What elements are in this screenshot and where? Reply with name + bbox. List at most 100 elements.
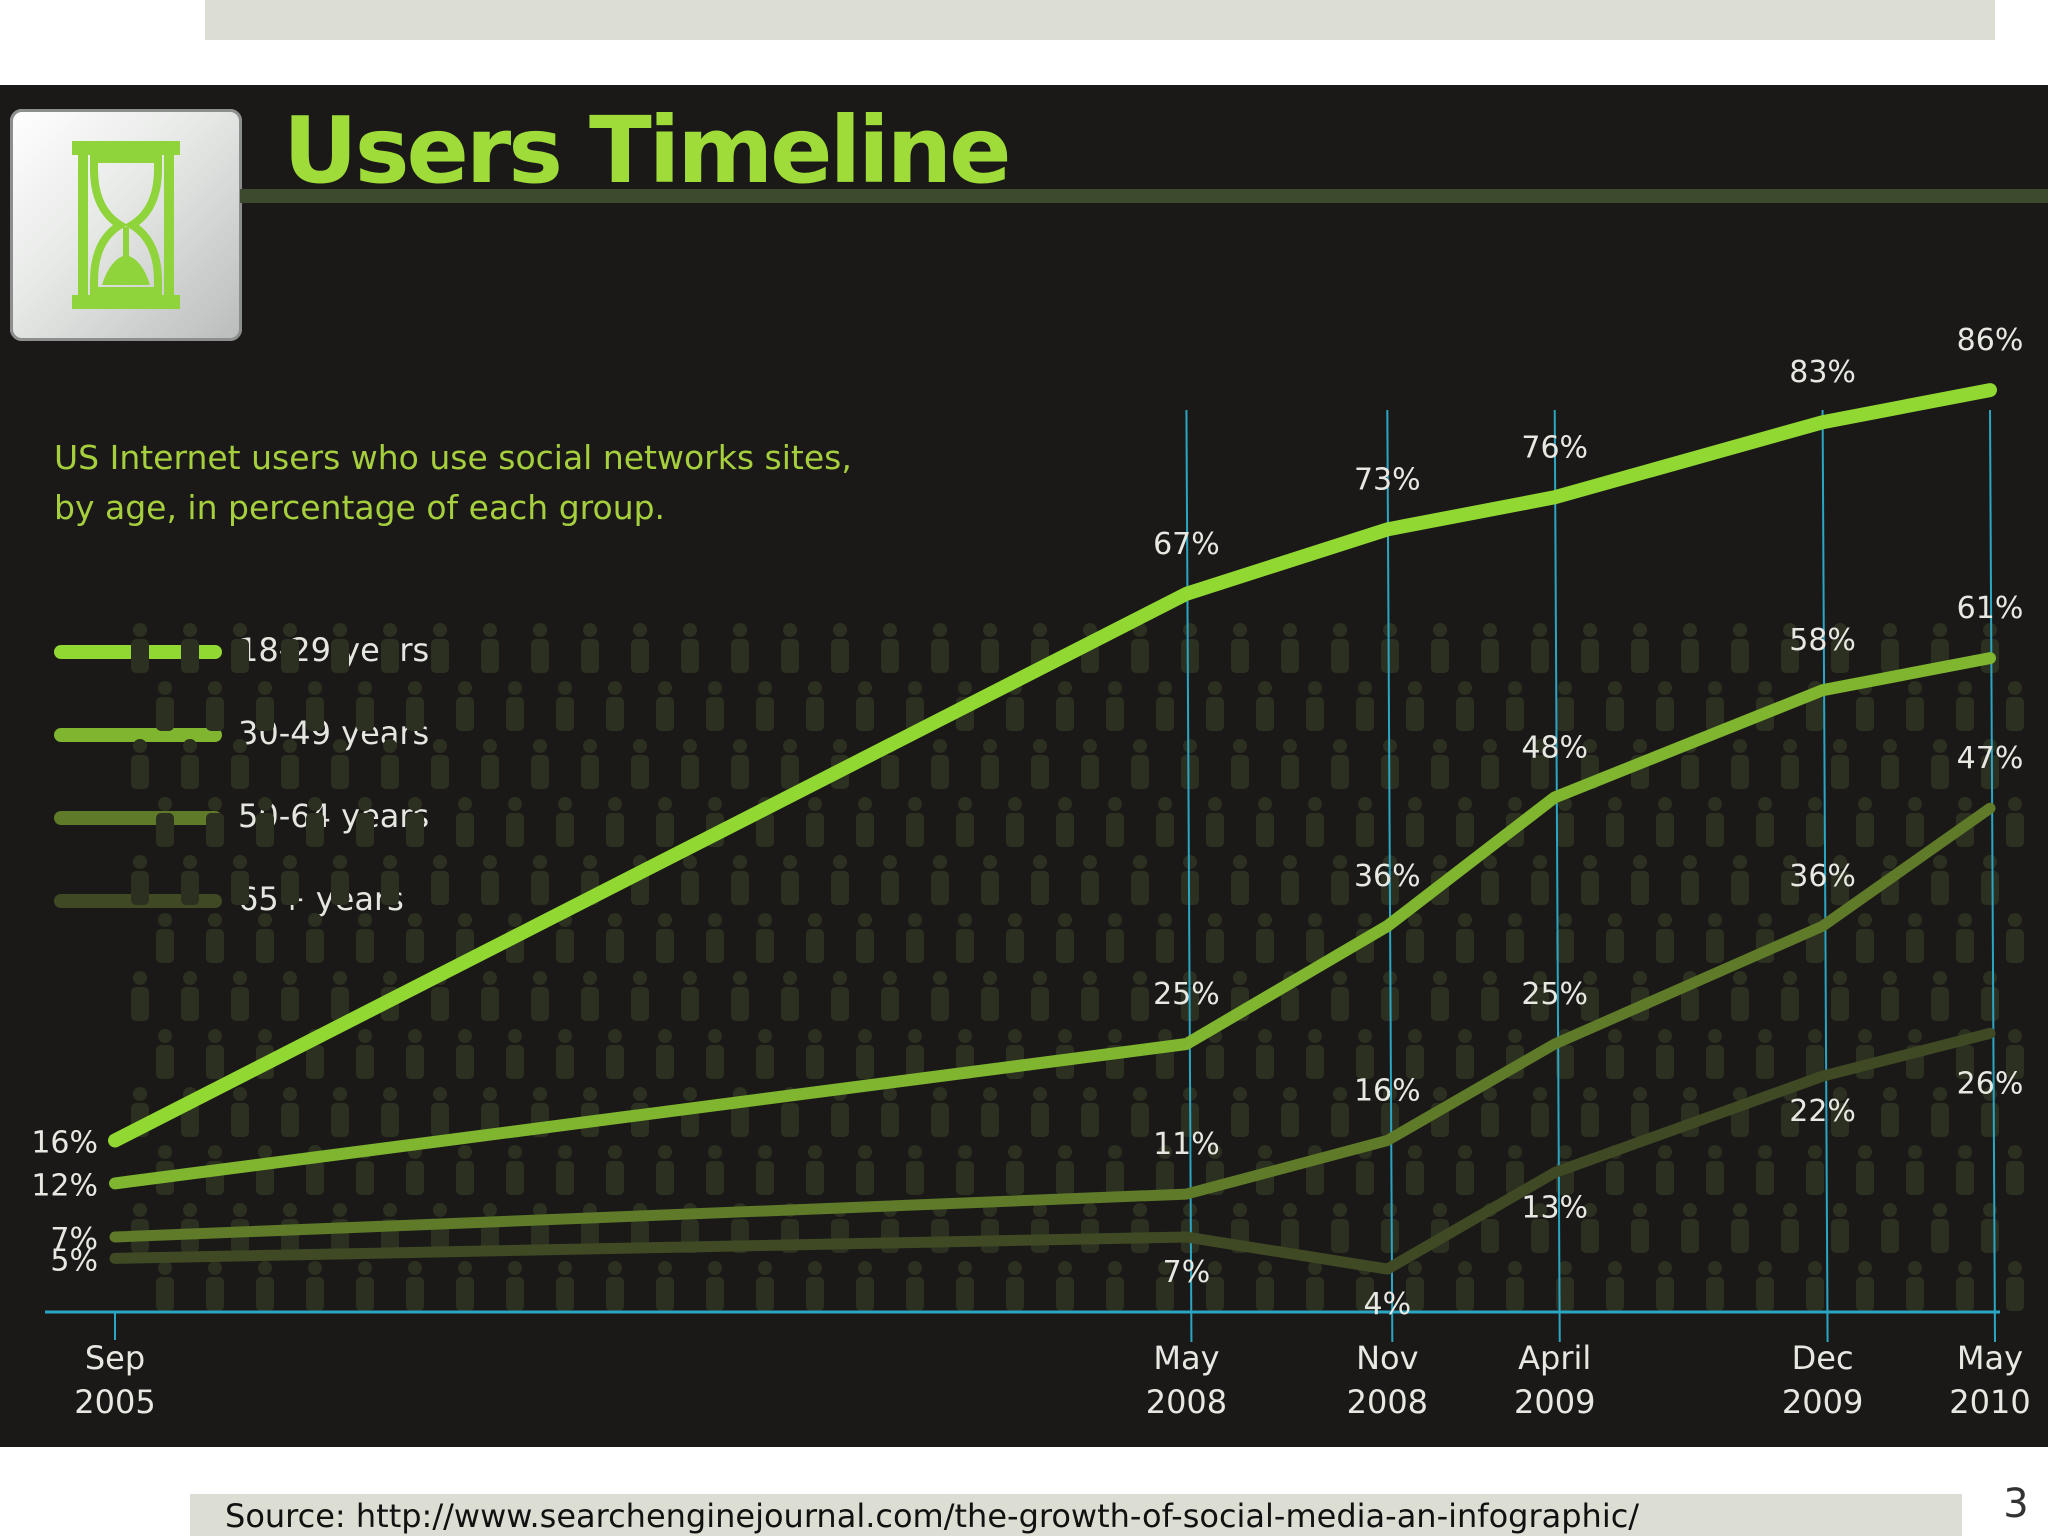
person-silhouette [1406, 1145, 1424, 1195]
person-silhouette [1706, 1029, 1724, 1079]
person-silhouette [1581, 1087, 1599, 1137]
person-silhouette [606, 797, 624, 847]
person-silhouette [1831, 855, 1849, 905]
person-silhouette [731, 855, 749, 905]
person-silhouette [756, 1029, 774, 1079]
person-silhouette [1081, 1203, 1099, 1253]
person-silhouette [1706, 681, 1724, 731]
person-silhouette [131, 855, 149, 905]
person-silhouette [331, 971, 349, 1021]
person-silhouette [756, 1261, 774, 1311]
person-silhouette [1906, 913, 1924, 963]
person-silhouette [856, 913, 874, 963]
person-silhouette [1431, 971, 1449, 1021]
series-line-2 [109, 802, 1996, 1243]
person-silhouette [256, 1261, 274, 1311]
person-silhouette [1456, 1029, 1474, 1079]
x-tick-label-month: Sep [85, 1339, 145, 1377]
person-silhouette [1306, 913, 1324, 963]
person-silhouette [556, 1029, 574, 1079]
person-silhouette [1931, 1087, 1949, 1137]
person-silhouette [1131, 971, 1149, 1021]
person-silhouette [1981, 623, 1999, 673]
person-silhouette [456, 1029, 474, 1079]
person-silhouette [1406, 797, 1424, 847]
data-label: 4% [1364, 1287, 1412, 1322]
person-silhouette [156, 1029, 174, 1079]
person-silhouette [1656, 913, 1674, 963]
person-silhouette [1256, 797, 1274, 847]
chart-title: Users Timeline [283, 97, 1012, 204]
person-silhouette [331, 1087, 349, 1137]
person-silhouette [1481, 855, 1499, 905]
person-silhouette [506, 681, 524, 731]
person-silhouette [981, 623, 999, 673]
person-silhouette [381, 855, 399, 905]
series-line-3 [109, 1027, 1996, 1275]
data-label: 83% [1789, 355, 1856, 390]
person-silhouette [481, 623, 499, 673]
person-silhouette [1731, 623, 1749, 673]
person-silhouette [456, 797, 474, 847]
data-label: 12% [31, 1168, 98, 1203]
person-silhouette [1031, 971, 1049, 1021]
person-silhouette [1056, 681, 1074, 731]
person-silhouette [631, 739, 649, 789]
person-silhouette [1306, 1029, 1324, 1079]
x-tick-label-month: April [1518, 1339, 1591, 1377]
person-silhouette [1531, 855, 1549, 905]
chart-subtitle: US Internet users who use social network… [54, 433, 954, 533]
person-silhouette [1806, 1261, 1824, 1311]
person-silhouette [1606, 1029, 1624, 1079]
person-silhouette [1056, 1261, 1074, 1311]
person-silhouette [1756, 797, 1774, 847]
person-silhouette [306, 1261, 324, 1311]
person-silhouette [1831, 739, 1849, 789]
person-silhouette [1081, 971, 1099, 1021]
person-silhouette [131, 971, 149, 1021]
person-silhouette [206, 681, 224, 731]
person-silhouette [1881, 971, 1899, 1021]
person-silhouette [981, 971, 999, 1021]
person-silhouette [1656, 1029, 1674, 1079]
person-silhouette [631, 623, 649, 673]
person-silhouette [756, 1145, 774, 1195]
data-label: 25% [1521, 977, 1588, 1012]
person-silhouette [1981, 739, 1999, 789]
person-silhouette [1581, 971, 1599, 1021]
vertical-guide-line [1821, 409, 1829, 1343]
person-silhouette [1456, 1145, 1474, 1195]
person-silhouette [1531, 1087, 1549, 1137]
person-silhouette [281, 971, 299, 1021]
person-silhouette [306, 797, 324, 847]
person-silhouette [1856, 797, 1874, 847]
x-tick-label-month: Dec [1792, 1339, 1854, 1377]
person-silhouette [1281, 1087, 1299, 1137]
person-silhouette [1631, 1087, 1649, 1137]
person-silhouette [431, 739, 449, 789]
person-silhouette [706, 1029, 724, 1079]
person-silhouette [1831, 1203, 1849, 1253]
person-silhouette [731, 739, 749, 789]
person-silhouette [1956, 1145, 1974, 1195]
person-silhouette [356, 681, 374, 731]
person-silhouette [1781, 739, 1799, 789]
person-silhouette [1331, 623, 1349, 673]
person-silhouette [1806, 1145, 1824, 1195]
person-silhouette [1731, 855, 1749, 905]
person-silhouette [1281, 739, 1299, 789]
person-silhouette [956, 1261, 974, 1311]
person-silhouette [1431, 623, 1449, 673]
person-silhouette [1831, 1087, 1849, 1137]
person-silhouette [956, 1145, 974, 1195]
person-silhouette [1856, 1145, 1874, 1195]
person-silhouette [1381, 623, 1399, 673]
person-silhouette [1481, 623, 1499, 673]
data-label: 73% [1354, 462, 1421, 497]
person-silhouette [381, 739, 399, 789]
person-silhouette [1256, 681, 1274, 731]
person-silhouette [1206, 1261, 1224, 1311]
person-silhouette [856, 797, 874, 847]
person-silhouette [1156, 1029, 1174, 1079]
data-label: 13% [1521, 1191, 1588, 1226]
